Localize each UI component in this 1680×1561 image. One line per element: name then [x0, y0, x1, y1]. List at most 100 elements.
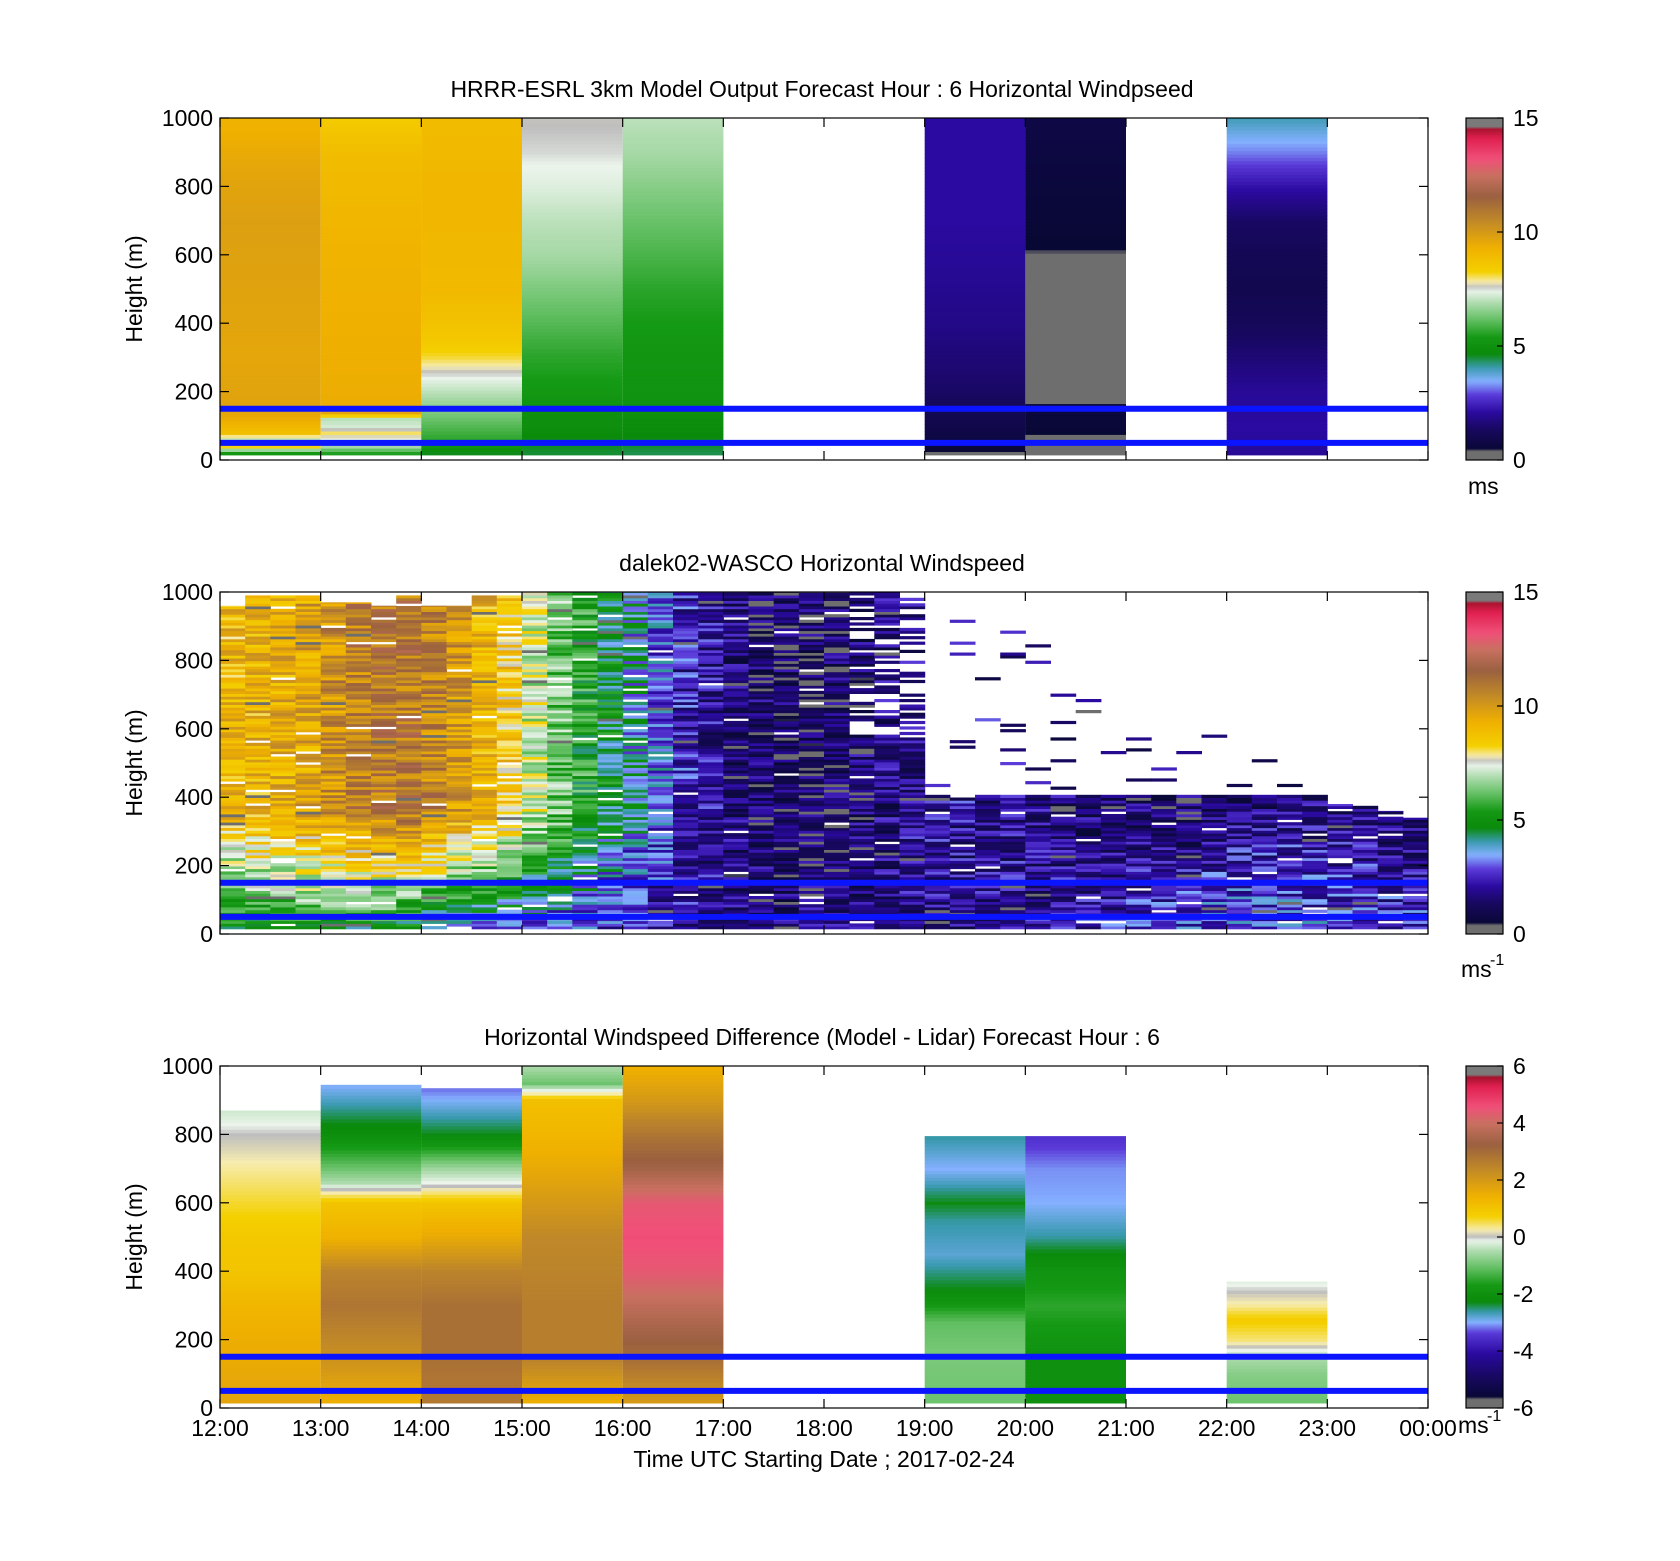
heatmap-cell	[1352, 920, 1379, 924]
heatmap-cell	[496, 816, 523, 820]
heatmap-cell	[874, 764, 900, 768]
heatmap-cell	[723, 816, 749, 820]
heatmap-cell	[1025, 865, 1051, 870]
heatmap-cell	[522, 253, 623, 258]
heatmap-cell	[1201, 904, 1228, 908]
heatmap-cell	[471, 748, 498, 752]
heatmap-cell	[849, 690, 875, 694]
heatmap-cell	[924, 359, 1026, 364]
heatmap-cell	[1352, 901, 1379, 905]
heatmap-cell	[924, 437, 1026, 442]
heatmap-cell	[572, 811, 598, 815]
heatmap-cell	[849, 751, 875, 755]
heatmap-cell	[320, 710, 347, 714]
heatmap-cell	[547, 874, 573, 878]
heatmap-cell	[522, 789, 548, 793]
heatmap-cell	[572, 731, 598, 736]
heatmap-cell	[622, 855, 649, 859]
heatmap-cell	[345, 868, 372, 872]
heatmap-cell	[1025, 198, 1126, 203]
heatmap-cell	[471, 751, 498, 755]
heatmap-cell	[874, 830, 900, 834]
heatmap-cell	[471, 608, 498, 612]
heatmap-cell	[874, 904, 900, 908]
heatmap-cell	[874, 603, 900, 607]
heatmap-cell	[622, 633, 649, 637]
heatmap-cell	[220, 742, 246, 746]
heatmap-cell	[471, 874, 498, 878]
heatmap-cell	[245, 855, 271, 859]
heatmap-cell	[320, 194, 422, 199]
heatmap-cell	[698, 852, 724, 856]
heatmap-cell	[371, 622, 397, 626]
heatmap-cell	[673, 885, 699, 889]
heatmap-cell	[597, 619, 624, 623]
heatmap-cell	[1327, 868, 1353, 872]
heatmap-cell	[874, 772, 900, 777]
heatmap-cell	[320, 674, 347, 678]
heatmap-cell	[496, 767, 523, 771]
heatmap-cell	[748, 658, 775, 662]
heatmap-cell	[673, 764, 699, 768]
heatmap-cell	[245, 723, 271, 727]
heatmap-cell	[421, 816, 447, 820]
heatmap-cell	[849, 748, 875, 752]
heatmap-cell	[1025, 417, 1126, 422]
heatmap-cell	[673, 748, 699, 752]
heatmap-cell	[345, 712, 372, 716]
heatmap-cell	[220, 365, 321, 370]
heatmap-cell	[773, 751, 800, 755]
heatmap-cell	[723, 844, 749, 848]
heatmap-cell	[975, 797, 1001, 801]
heatmap-cell	[1226, 181, 1328, 186]
heatmap-cell	[1176, 860, 1202, 864]
heatmap-cell	[496, 797, 523, 801]
heatmap-cell	[597, 756, 624, 760]
heatmap-cell	[1126, 830, 1152, 834]
heatmap-cell	[295, 871, 322, 875]
heatmap-cell	[295, 625, 322, 629]
heatmap-cell	[1000, 830, 1026, 834]
heatmap-cell	[773, 638, 800, 643]
heatmap-cell	[1025, 208, 1126, 213]
heatmap-cell	[421, 451, 522, 456]
heatmap-cell	[924, 413, 1026, 418]
heatmap-cell	[597, 846, 624, 850]
heatmap-cell	[1000, 926, 1026, 930]
heatmap-cell	[647, 742, 674, 746]
heatmap-cell	[1025, 270, 1126, 275]
heatmap-cell	[1000, 849, 1026, 853]
heatmap-cell	[773, 814, 800, 818]
heatmap-cell	[1226, 352, 1328, 357]
heatmap-cell	[295, 764, 322, 768]
heatmap-cell	[1025, 212, 1126, 217]
heatmap-cell	[798, 874, 825, 878]
heatmap-cell	[245, 647, 271, 651]
heatmap-cell	[798, 636, 825, 640]
heatmap-cell	[824, 663, 850, 667]
heatmap-cell	[1050, 819, 1077, 823]
heatmap-cell	[874, 819, 900, 823]
heatmap-cell	[899, 824, 926, 829]
heatmap-cell	[547, 841, 573, 845]
heatmap-cell	[1201, 816, 1228, 820]
heatmap-cell	[446, 803, 473, 807]
heatmap-cell	[1226, 383, 1328, 388]
heatmap-cell	[723, 690, 749, 694]
heatmap-cell	[1302, 868, 1328, 872]
heatmap-cell	[396, 789, 422, 793]
heatmap-cell	[421, 898, 447, 902]
heatmap-cell	[396, 633, 422, 637]
heatmap-cell	[924, 874, 951, 878]
heatmap-cell	[673, 693, 699, 697]
heatmap-cell	[320, 225, 422, 230]
heatmap-cell	[824, 753, 850, 757]
heatmap-cell	[320, 923, 347, 927]
heatmap-cell	[622, 592, 649, 596]
heatmap-cell	[723, 781, 749, 785]
heatmap-cell	[220, 118, 321, 121]
heatmap-cell	[245, 887, 271, 891]
heatmap-cell	[345, 685, 372, 689]
heatmap-cell	[496, 841, 523, 845]
heatmap-cell	[1277, 838, 1303, 842]
